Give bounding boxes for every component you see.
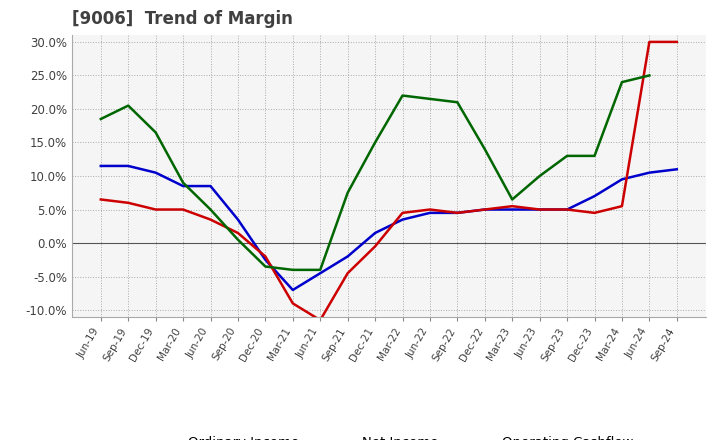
Operating Cashflow [206,207,215,212]
Operating Cashflow [480,147,489,152]
Net Income [480,207,489,212]
Net Income [563,207,572,212]
Operating Cashflow [96,116,105,121]
Operating Cashflow [179,180,187,185]
Operating Cashflow [233,237,242,242]
Operating Cashflow [124,103,132,108]
Operating Cashflow [453,99,462,105]
Net Income [179,207,187,212]
Net Income [151,207,160,212]
Line: Operating Cashflow: Operating Cashflow [101,75,649,270]
Ordinary Income [151,170,160,175]
Operating Cashflow [645,73,654,78]
Net Income [590,210,599,216]
Ordinary Income [508,207,516,212]
Ordinary Income [426,210,434,216]
Text: [9006]  Trend of Margin: [9006] Trend of Margin [72,10,293,28]
Ordinary Income [233,217,242,222]
Net Income [645,39,654,44]
Net Income [289,301,297,306]
Net Income [206,217,215,222]
Net Income [316,318,325,323]
Operating Cashflow [426,96,434,102]
Line: Net Income: Net Income [101,42,677,320]
Ordinary Income [563,207,572,212]
Net Income [453,210,462,216]
Operating Cashflow [508,197,516,202]
Ordinary Income [480,207,489,212]
Ordinary Income [618,177,626,182]
Ordinary Income [96,163,105,169]
Operating Cashflow [343,190,352,195]
Net Income [233,231,242,236]
Ordinary Income [590,194,599,199]
Ordinary Income [316,271,325,276]
Net Income [371,244,379,249]
Net Income [124,200,132,205]
Legend: Ordinary Income, Net Income, Operating Cashflow: Ordinary Income, Net Income, Operating C… [139,430,639,440]
Ordinary Income [536,207,544,212]
Operating Cashflow [398,93,407,98]
Ordinary Income [179,183,187,189]
Net Income [343,271,352,276]
Operating Cashflow [371,140,379,145]
Operating Cashflow [289,267,297,272]
Ordinary Income [672,167,681,172]
Line: Ordinary Income: Ordinary Income [101,166,677,290]
Ordinary Income [289,287,297,293]
Net Income [508,204,516,209]
Operating Cashflow [151,130,160,135]
Ordinary Income [343,254,352,259]
Ordinary Income [453,210,462,216]
Net Income [536,207,544,212]
Net Income [261,254,270,259]
Operating Cashflow [261,264,270,269]
Operating Cashflow [563,153,572,158]
Operating Cashflow [618,80,626,85]
Ordinary Income [206,183,215,189]
Operating Cashflow [316,267,325,272]
Ordinary Income [261,257,270,262]
Operating Cashflow [536,173,544,179]
Operating Cashflow [590,153,599,158]
Ordinary Income [645,170,654,175]
Net Income [672,39,681,44]
Ordinary Income [371,231,379,236]
Net Income [618,204,626,209]
Ordinary Income [398,217,407,222]
Net Income [96,197,105,202]
Ordinary Income [124,163,132,169]
Net Income [426,207,434,212]
Net Income [398,210,407,216]
